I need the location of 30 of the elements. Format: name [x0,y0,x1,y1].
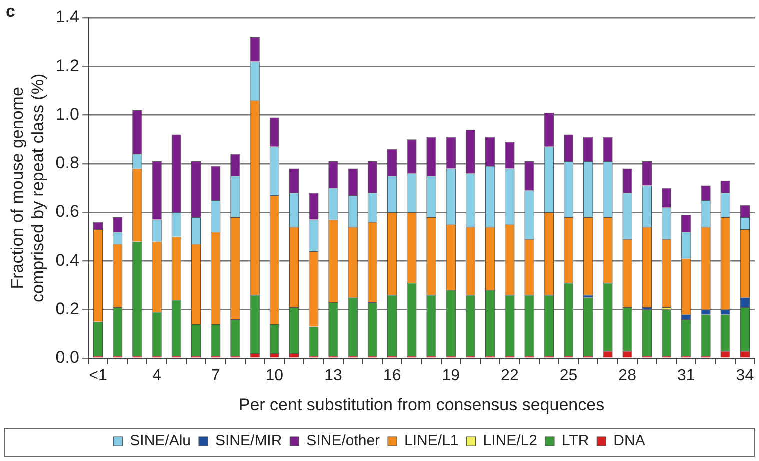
text: c [6,2,16,22]
legend-label: LTR [562,432,590,450]
y-tick-label: 1.4 [56,8,80,27]
legend-label: LINE/L1 [404,432,459,450]
x-tick-label: 7 [211,367,220,384]
x-tick-label: 13 [324,367,342,384]
legend-label: LINE/L2 [483,432,538,450]
x-tick-label: 22 [501,367,519,384]
x-tick-label: <1 [89,367,108,384]
x-tick-label: 31 [677,367,696,384]
y-axis-title: Fraction of mouse genome comprised by repeat class (%) [8,74,48,303]
y-tick-label: 0.6 [56,202,80,222]
x-tick-label: 25 [560,367,578,384]
legend-label: SINE/other [306,432,380,450]
x-tick-label: 19 [442,367,460,384]
x-tick-label: 34 [736,367,754,384]
y-tick-label: 1.0 [56,104,80,124]
y-tick-label: 1.2 [56,56,80,76]
y-tick-label: 0.4 [56,250,80,270]
x-tick-label: 28 [618,367,637,384]
legend-label: SINE/Alu [130,432,192,450]
y-tick-label: 0.0 [56,348,80,368]
legend-label: DNA [614,432,646,450]
legend-label: SINE/MIR [216,432,282,450]
x-axis-title: Per cent substitution from consensus sequences [238,395,605,414]
x-tick-label: 10 [266,367,284,384]
y-tick-label: 0.2 [56,299,80,318]
y-tick-label: 0.8 [56,154,80,173]
x-tick-label: 4 [152,367,162,384]
x-tick-label: 16 [383,367,402,384]
